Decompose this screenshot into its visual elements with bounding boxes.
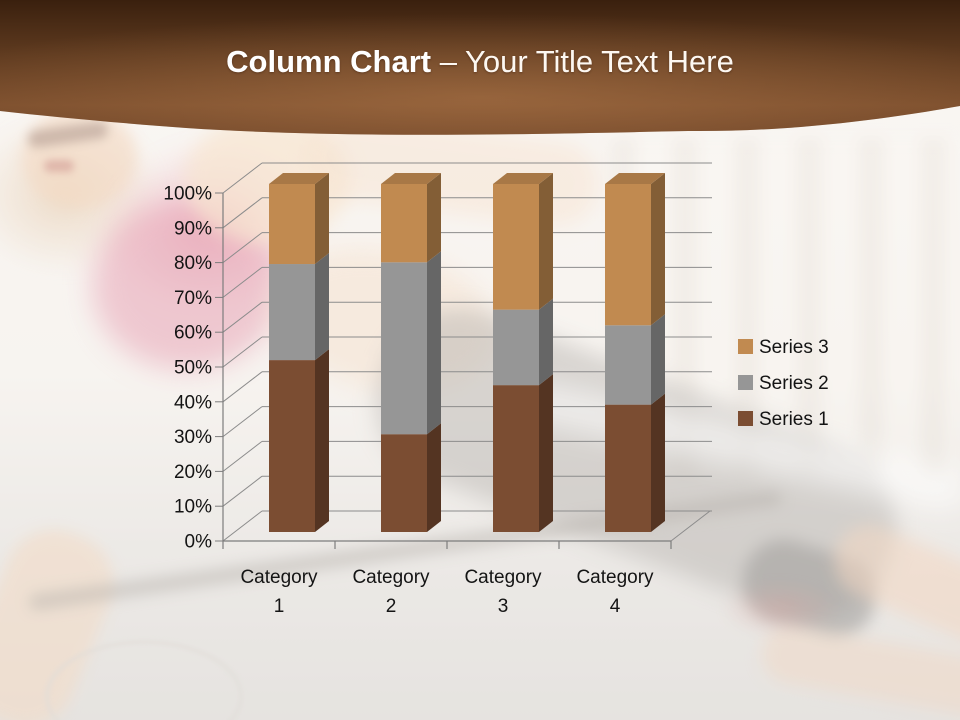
y-axis-label: 60% bbox=[174, 323, 212, 344]
y-axis-label: 100% bbox=[163, 184, 212, 205]
bar-segment bbox=[493, 184, 539, 310]
bar-segment-side bbox=[651, 393, 665, 532]
header-wave bbox=[0, 0, 960, 135]
wall-slant-line bbox=[222, 441, 263, 472]
photo-red-accent bbox=[720, 580, 840, 638]
wall-slant-line bbox=[222, 510, 263, 542]
wall-slant-line bbox=[222, 162, 263, 194]
y-axis-label: 70% bbox=[174, 288, 212, 309]
bar-segment bbox=[493, 309, 539, 386]
bar-segment-side bbox=[539, 298, 553, 386]
slide-title: Column Chart – Your Title Text Here bbox=[0, 44, 960, 80]
legend-swatch bbox=[738, 375, 753, 390]
y-axis-label: 90% bbox=[174, 218, 212, 239]
legend-swatch bbox=[738, 339, 753, 354]
floor-right-edge bbox=[670, 510, 711, 542]
bar-segment-side bbox=[315, 349, 329, 532]
bar-segment bbox=[269, 184, 315, 265]
bar-top-face bbox=[381, 173, 441, 184]
bar-segment bbox=[269, 264, 315, 361]
y-axis-label: 10% bbox=[174, 497, 212, 518]
bar-segment bbox=[269, 360, 315, 532]
bar-segment bbox=[381, 262, 427, 435]
bar-segment-side bbox=[651, 173, 665, 326]
title-regular-part: – Your Title Text Here bbox=[439, 44, 734, 79]
wall-slant-line bbox=[222, 406, 263, 437]
title-bold-part: Column Chart bbox=[226, 44, 432, 79]
category-label: Category 1 bbox=[240, 567, 318, 617]
y-axis-label: 40% bbox=[174, 392, 212, 413]
legend-label: Series 1 bbox=[759, 409, 829, 430]
wall-slant-line bbox=[222, 371, 263, 403]
bar-segment-side bbox=[427, 251, 441, 435]
photo-lips bbox=[44, 160, 74, 172]
y-axis-label: 50% bbox=[174, 358, 212, 379]
bar-segment bbox=[605, 325, 651, 405]
wall-slant-line bbox=[222, 301, 263, 333]
wall-slant-line bbox=[222, 267, 263, 298]
header-glow bbox=[0, 0, 960, 135]
legend-swatch bbox=[738, 411, 753, 426]
y-axis-label: 0% bbox=[185, 532, 213, 553]
wall-slant-line bbox=[222, 197, 263, 229]
wall-slant-line bbox=[222, 232, 263, 263]
category-label: Category 3 bbox=[464, 567, 542, 617]
wall-slant-line bbox=[222, 336, 263, 368]
bar-segment bbox=[381, 434, 427, 532]
bar-segment-side bbox=[427, 423, 441, 532]
bar-segment-side bbox=[315, 173, 329, 265]
bar-segment-side bbox=[315, 253, 329, 361]
wall-slant-line bbox=[222, 475, 263, 507]
bar-top-face bbox=[605, 173, 665, 184]
bar-top-face bbox=[493, 173, 553, 184]
legend-label: Series 3 bbox=[759, 337, 829, 358]
bar-top-face bbox=[269, 173, 329, 184]
category-label: Category 2 bbox=[352, 567, 430, 617]
y-axis-label: 20% bbox=[174, 462, 212, 483]
y-axis-label: 30% bbox=[174, 427, 212, 448]
category-label: Category 4 bbox=[576, 567, 654, 617]
bar-segment bbox=[605, 404, 651, 532]
y-axis-label: 80% bbox=[174, 253, 212, 274]
bar-segment-side bbox=[539, 173, 553, 310]
bar-segment bbox=[493, 385, 539, 532]
bar-segment bbox=[381, 184, 427, 263]
legend-label: Series 2 bbox=[759, 373, 829, 394]
bar-segment-side bbox=[651, 314, 665, 405]
bar-segment bbox=[605, 184, 651, 326]
bar-segment-side bbox=[539, 374, 553, 532]
bar-segment-side bbox=[427, 173, 441, 263]
